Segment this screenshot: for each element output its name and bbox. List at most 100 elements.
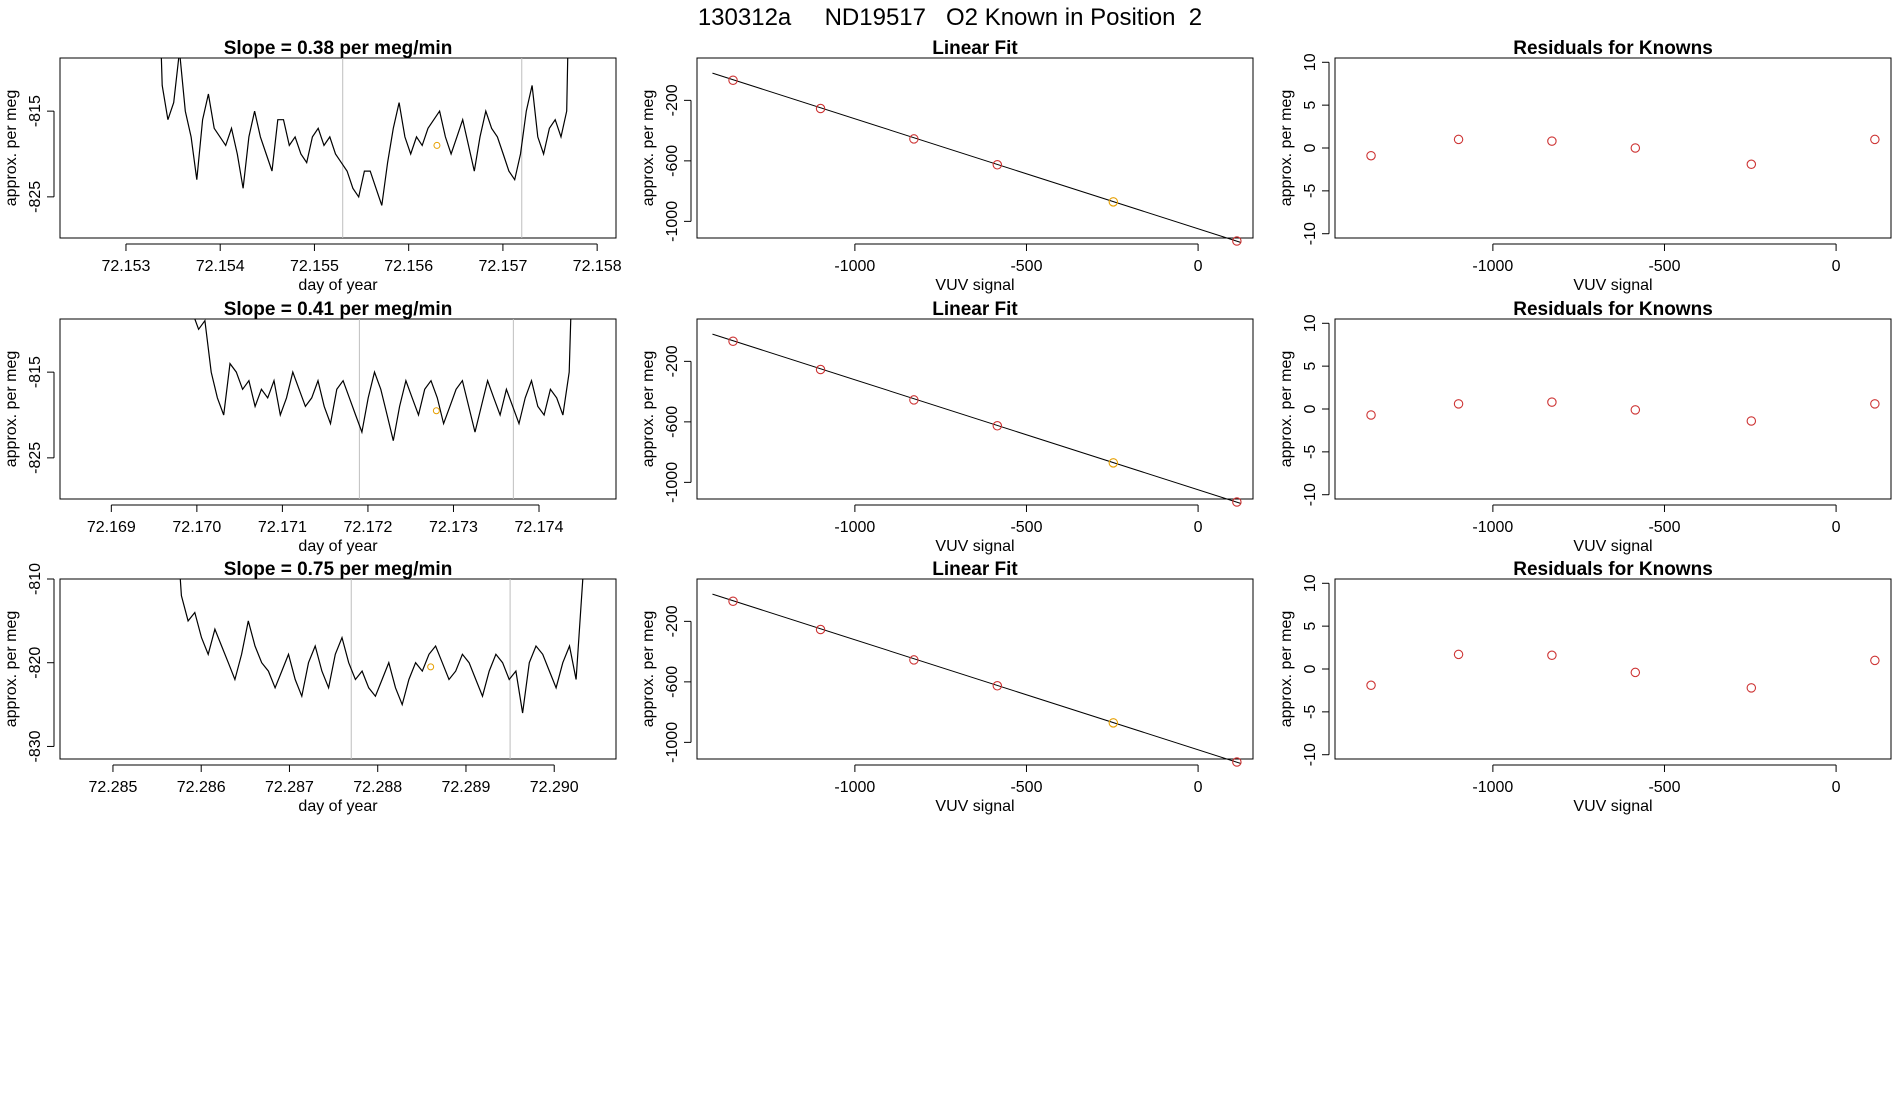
data-point xyxy=(1547,136,1557,146)
x-tick-label: 72.289 xyxy=(441,779,490,796)
x-tick-label: 72.286 xyxy=(177,779,226,796)
data-point xyxy=(1746,416,1757,426)
y-tick-label: -825 xyxy=(27,442,44,474)
y-tick-label: 0 xyxy=(1302,664,1319,673)
x-tick-label: -1000 xyxy=(1472,779,1513,796)
highlight-point xyxy=(432,407,440,415)
plot-frame xyxy=(696,318,1254,500)
y-tick-label: -1000 xyxy=(664,462,681,503)
data-point xyxy=(1870,399,1880,409)
x-tick-label: 72.156 xyxy=(384,258,433,275)
data-series-line xyxy=(160,58,569,206)
fit-line xyxy=(712,593,1242,765)
x-tick-label: -1000 xyxy=(1472,519,1513,536)
y-tick-label: -815 xyxy=(27,356,44,388)
y-tick-label: -5 xyxy=(1302,445,1319,459)
y-axis-label: approx. per meg xyxy=(640,90,657,207)
plot-frame xyxy=(59,578,617,760)
x-tick-label: 0 xyxy=(1832,779,1841,796)
x-tick-label: 0 xyxy=(1832,519,1841,536)
data-point xyxy=(1366,150,1376,161)
data-point xyxy=(728,596,738,606)
y-tick-label: 5 xyxy=(1302,362,1319,371)
x-tick-label: 72.174 xyxy=(515,519,564,536)
x-tick-label: 72.172 xyxy=(343,519,392,536)
data-point xyxy=(992,160,1003,170)
x-tick-label: 72.287 xyxy=(265,779,314,796)
x-tick-label: 72.288 xyxy=(353,779,402,796)
chart-title: Linear Fit xyxy=(932,38,1018,59)
x-axis-label: VUV signal xyxy=(935,538,1014,555)
y-axis-label: approx. per meg xyxy=(1278,90,1295,207)
data-point xyxy=(909,655,919,665)
x-axis-label: day of year xyxy=(298,277,378,294)
highlight-point xyxy=(427,663,435,671)
data-point xyxy=(1366,410,1376,420)
x-tick-label: -500 xyxy=(1010,519,1042,536)
plot-frame xyxy=(1334,318,1892,500)
y-tick-label: -810 xyxy=(27,563,44,595)
y-tick-label: 5 xyxy=(1302,622,1319,631)
data-point xyxy=(1453,649,1464,660)
data-point xyxy=(1746,683,1757,693)
y-tick-label: 0 xyxy=(1302,404,1319,413)
data-point xyxy=(1630,405,1641,415)
x-tick-label: 72.153 xyxy=(101,258,150,275)
x-tick-label: -500 xyxy=(1010,779,1042,796)
y-tick-label: -825 xyxy=(27,181,44,213)
x-tick-label: 72.171 xyxy=(258,519,307,536)
x-tick-label: -500 xyxy=(1648,779,1680,796)
plot-frame xyxy=(59,318,617,500)
x-tick-label: -500 xyxy=(1010,258,1042,275)
x-tick-label: 0 xyxy=(1832,258,1841,275)
y-tick-label: -815 xyxy=(27,95,44,127)
data-point xyxy=(1746,159,1757,170)
x-tick-label: 72.290 xyxy=(530,779,579,796)
fit-line xyxy=(712,333,1242,505)
y-tick-label: -600 xyxy=(664,666,681,698)
y-tick-label: 10 xyxy=(1302,574,1319,592)
data-point xyxy=(1630,667,1641,678)
y-tick-label: -200 xyxy=(664,345,681,377)
y-axis-label: approx. per meg xyxy=(3,351,20,468)
y-axis-label: approx. per meg xyxy=(1278,351,1295,468)
x-tick-label: 72.173 xyxy=(429,519,478,536)
plot-frame xyxy=(59,57,617,239)
x-tick-label: -1000 xyxy=(834,519,875,536)
x-tick-label: 72.285 xyxy=(88,779,137,796)
y-tick-label: -10 xyxy=(1302,483,1319,506)
data-point xyxy=(1232,757,1242,767)
y-tick-label: -10 xyxy=(1302,222,1319,245)
data-point xyxy=(1453,134,1464,145)
chart-title: Slope = 0.75 per meg/min xyxy=(224,559,453,580)
data-point xyxy=(909,134,919,144)
plot-frame xyxy=(696,578,1254,760)
data-point xyxy=(1232,236,1242,246)
x-axis-label: VUV signal xyxy=(1573,538,1652,555)
chart-title: Slope = 0.38 per meg/min xyxy=(224,38,453,59)
highlight-point xyxy=(433,141,441,149)
x-tick-label: -1000 xyxy=(834,258,875,275)
plot-frame xyxy=(1334,578,1892,760)
data-point xyxy=(992,421,1003,431)
highlight-point xyxy=(1108,197,1119,207)
x-axis-label: day of year xyxy=(298,538,378,555)
data-point xyxy=(1232,497,1242,507)
chart-title: Linear Fit xyxy=(932,299,1018,320)
data-series-line xyxy=(194,319,572,441)
y-tick-label: 10 xyxy=(1302,53,1319,71)
chart-title: Residuals for Knowns xyxy=(1513,38,1713,59)
data-point xyxy=(1547,397,1557,407)
y-tick-label: -830 xyxy=(27,730,44,762)
figure-title: 130312a ND19517 O2 Known in Position 2 xyxy=(697,4,1203,31)
data-point xyxy=(1453,399,1464,409)
data-point xyxy=(1366,680,1376,691)
fit-line xyxy=(712,72,1242,244)
y-tick-label: 5 xyxy=(1302,101,1319,110)
y-axis-label: approx. per meg xyxy=(3,611,20,728)
plot-frame xyxy=(1334,57,1892,239)
y-tick-label: -1000 xyxy=(664,201,681,242)
y-tick-label: -10 xyxy=(1302,743,1319,766)
highlight-point xyxy=(1108,718,1119,728)
